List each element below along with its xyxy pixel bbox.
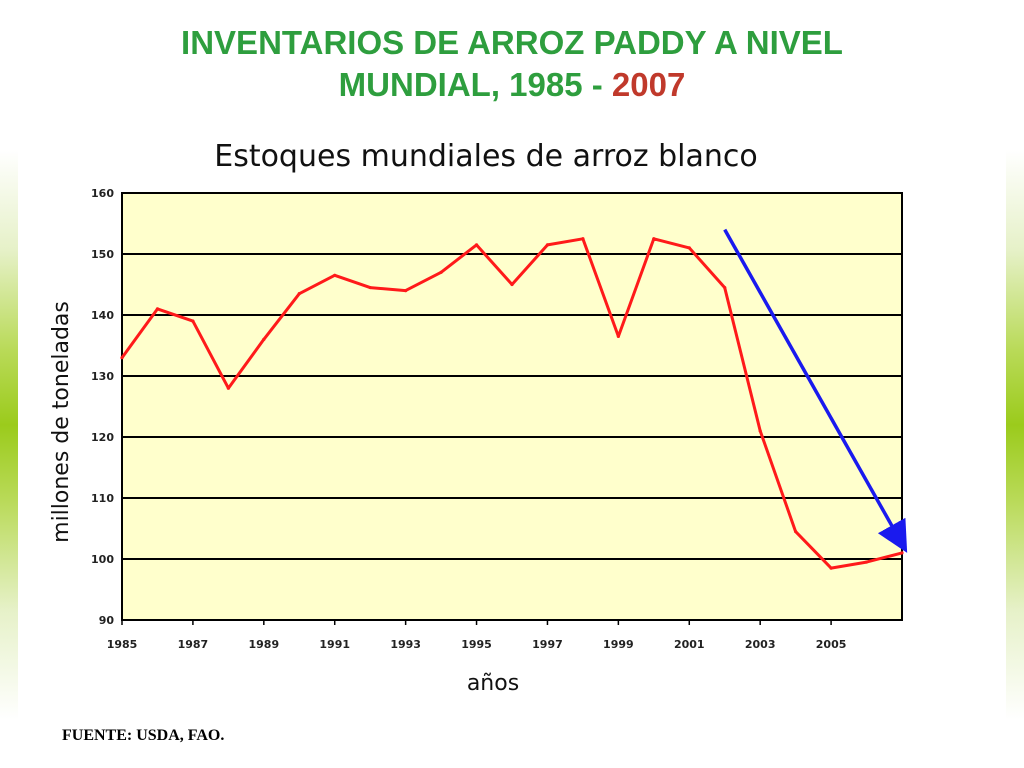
- x-tick-label: 1987: [178, 638, 209, 651]
- slide-title-year: 2007: [611, 66, 686, 103]
- x-tick-label: 1997: [532, 638, 563, 651]
- series-point-1995: [474, 243, 479, 247]
- series-point-2007: [900, 551, 904, 555]
- x-tick-label: 1989: [249, 638, 280, 651]
- series-point-2003: [758, 429, 762, 433]
- slide-title-line1: INVENTARIOS DE ARROZ PADDY A NIVEL: [181, 24, 843, 61]
- gridlines: [122, 192, 902, 621]
- series-point-1998: [581, 237, 585, 241]
- series-point-1988: [226, 386, 230, 390]
- slide-title-line2: MUNDIAL, 1985 -: [338, 66, 612, 103]
- stock-chart: Estoques mundiales de arroz blanco 90 100…: [49, 139, 908, 696]
- series-point-1994: [439, 270, 443, 274]
- series-points: [120, 237, 904, 570]
- series-point-1990: [297, 292, 301, 296]
- y-tick-label: 110: [91, 492, 114, 505]
- source-note: FUENTE: USDA, FAO.: [62, 727, 225, 744]
- series-point-1996: [510, 282, 514, 287]
- x-tick-label: 2001: [674, 638, 705, 651]
- y-tick-label: 160: [91, 187, 114, 200]
- y-axis-label: millones de toneladas: [49, 301, 74, 543]
- series-point-1989: [262, 337, 266, 341]
- x-tick-label: 2005: [816, 638, 847, 651]
- x-tick-label: 1991: [319, 638, 350, 651]
- plot-area: [121, 192, 903, 621]
- y-tick-label: 130: [91, 370, 114, 383]
- y-tick-labels: 90 100 110 120 130 140 150 160: [91, 187, 114, 627]
- x-tick-label: 1985: [107, 638, 138, 651]
- series-point-1985: [120, 356, 124, 360]
- trend-arrow: [723, 228, 908, 553]
- series-point-1991: [333, 273, 337, 277]
- y-tick-label: 120: [91, 431, 114, 444]
- x-tick-label: 1995: [461, 638, 492, 651]
- slide-title: INVENTARIOS DE ARROZ PADDY A NIVEL MUNDI…: [60, 22, 964, 106]
- series-point-1997: [545, 243, 550, 247]
- chart-panel: Estoques mundiales de arroz blanco 90 100…: [18, 120, 1006, 720]
- series-point-2004: [794, 529, 798, 534]
- series-point-2001: [687, 246, 691, 250]
- y-tick-label: 100: [91, 553, 114, 566]
- x-tick-label: 2003: [745, 638, 776, 651]
- series-point-2005: [829, 566, 833, 570]
- x-tick-label: 1993: [390, 638, 421, 651]
- y-tick-label: 140: [91, 309, 114, 322]
- series-point-2002: [723, 285, 727, 290]
- chart-title: Estoques mundiales de arroz blanco: [214, 139, 758, 174]
- series-point-1992: [368, 285, 372, 290]
- x-tick-labels: 1985 1987 1989 1991 1993 1995 1997 1999 2001 2003…: [107, 620, 847, 651]
- y-tick-label: 150: [91, 248, 114, 261]
- series-point-1993: [404, 289, 408, 293]
- series-point-1987: [191, 319, 195, 323]
- y-tick-label: 90: [99, 614, 115, 627]
- series-point-2006: [864, 560, 869, 564]
- series-point-2000: [652, 237, 656, 241]
- series-point-1999: [616, 334, 620, 338]
- x-axis-label: años: [467, 671, 519, 696]
- series-point-1986: [155, 307, 160, 311]
- x-tick-label: 1999: [603, 638, 634, 651]
